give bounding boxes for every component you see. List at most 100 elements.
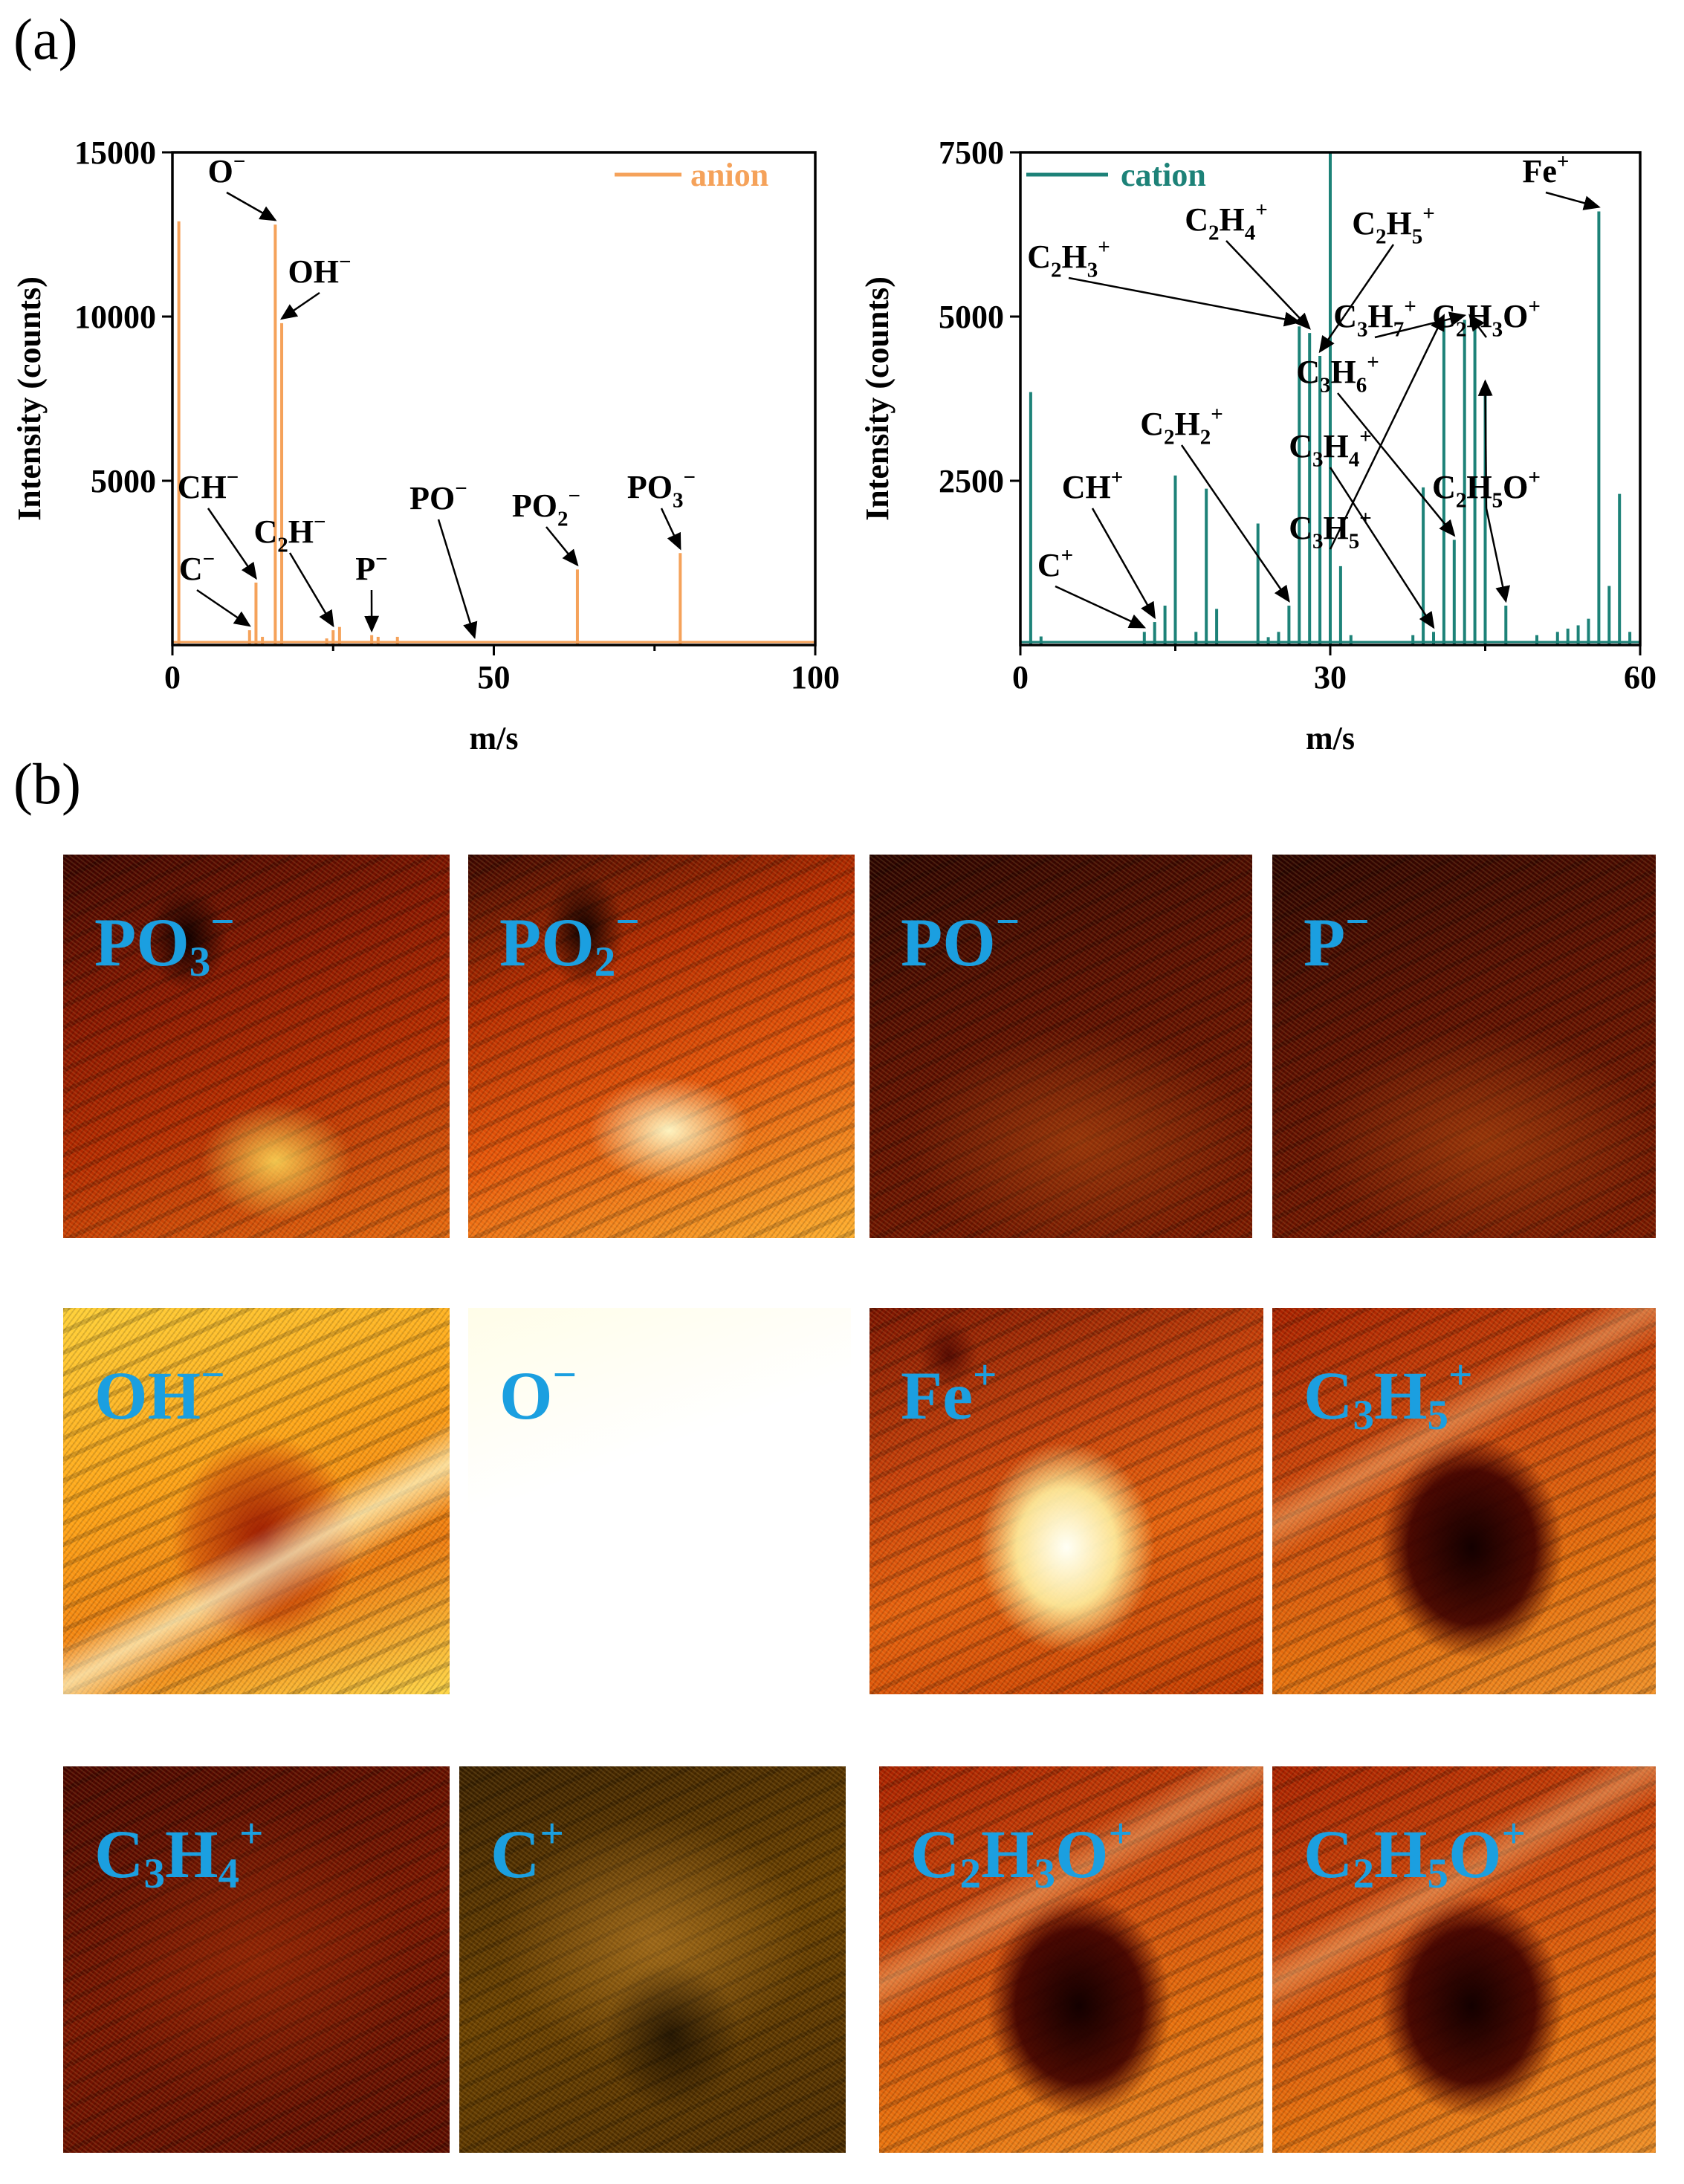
peak-annotation: C2H4+ <box>1185 198 1311 330</box>
annotation-arrow <box>1091 508 1156 620</box>
peak-annotation: CH− <box>178 466 257 580</box>
peak-annotation: C2H5+ <box>1318 202 1435 354</box>
x-tick-label: 0 <box>164 659 181 696</box>
spectra-charts: 0 50 100 5000 10000 15000 m/s Intensity (counts… <box>11 135 1657 756</box>
annotation-arrow <box>545 526 579 567</box>
panel-label-b: (b) <box>13 751 81 816</box>
y-axis-label: Intensity (counts) <box>11 276 48 521</box>
peak-annotation: O− <box>208 150 277 221</box>
svg-text:Fe+: Fe+ <box>1523 150 1570 189</box>
annotation-arrow <box>1329 467 1435 629</box>
ion-map-C3H5+: C3H5+ <box>1272 1308 1656 1694</box>
panel-label-a: (a) <box>13 7 78 71</box>
y-tick-label: 7500 <box>939 135 1004 171</box>
svg-text:PO−: PO− <box>409 477 467 516</box>
svg-text:C2H4+: C2H4+ <box>1185 198 1268 245</box>
peak-annotation: C2H− <box>253 511 334 628</box>
ion-map-label: PO3− <box>94 898 235 986</box>
svg-text:C2H3O+: C2H3O+ <box>1432 295 1541 342</box>
ion-map-label: C2H3O+ <box>910 1810 1133 1898</box>
annotation-arrow <box>288 552 334 628</box>
x-tick-label: 100 <box>791 659 840 696</box>
y-axis-label: Intensity (counts) <box>859 276 896 521</box>
ion-map-PO2-: PO2− <box>468 855 855 1238</box>
peak-annotation: OH− <box>279 250 352 320</box>
ion-map-C2H3O+: C2H3O+ <box>879 1766 1263 2153</box>
annotation-arrow <box>660 508 681 551</box>
legend-label: anion <box>690 157 768 193</box>
annotation-arrow <box>1055 585 1147 629</box>
annotation-arrow <box>1374 311 1467 339</box>
svg-text:O−: O− <box>208 150 246 189</box>
ion-map-Fe+: Fe+ <box>869 1308 1263 1694</box>
svg-text:C3H7+: C3H7+ <box>1333 295 1416 342</box>
y-tick-label: 10000 <box>74 299 156 335</box>
ion-map-label: C3H4+ <box>94 1810 264 1898</box>
svg-text:C2H−: C2H− <box>253 511 326 557</box>
peak-annotation: C3H6+ <box>1296 351 1456 537</box>
ion-map-label: C2H5O+ <box>1304 1810 1526 1898</box>
ion-map-label: O− <box>499 1352 577 1433</box>
svg-text:C3H5+: C3H5+ <box>1289 507 1372 554</box>
svg-text:CH−: CH− <box>178 466 239 505</box>
svg-text:PO3−: PO3− <box>627 466 696 513</box>
annotation-arrow <box>196 589 251 627</box>
svg-text:C2H2+: C2H2+ <box>1140 403 1223 450</box>
peak-annotation: C2H3+ <box>1027 236 1301 327</box>
peak-annotation: C3H5+ <box>1289 314 1445 554</box>
y-tick-label: 5000 <box>91 463 156 499</box>
svg-text:P−: P− <box>355 548 387 587</box>
peak-annotation: CH+ <box>1062 466 1156 620</box>
annotation-arrow <box>207 508 257 580</box>
ion-map-label: C+ <box>490 1810 564 1892</box>
annotation-arrow <box>226 191 277 221</box>
annotation-arrow <box>1180 444 1290 603</box>
x-tick-label: 50 <box>478 659 511 696</box>
peak-annotation: C2H5O+ <box>1432 379 1541 513</box>
peak-annotation: C2H5O+ <box>1432 466 1541 603</box>
svg-text:CH+: CH+ <box>1062 466 1124 505</box>
peak-annotation: C3H7+ <box>1333 295 1467 342</box>
ion-map-P-: P− <box>1272 855 1656 1238</box>
peak-annotation: C2H3O+ <box>1432 295 1541 342</box>
ion-map-label: PO2− <box>499 898 640 986</box>
x-tick-label: 60 <box>1624 659 1657 696</box>
y-tick-label: 5000 <box>939 299 1004 335</box>
peak-annotation: Fe+ <box>1523 150 1601 210</box>
peak-annotation: PO2− <box>512 485 580 567</box>
annotation-arrow <box>1337 392 1456 537</box>
annotation-arrow <box>1545 191 1601 210</box>
svg-text:C2H5O+: C2H5O+ <box>1432 466 1541 513</box>
legend-label: cation <box>1121 157 1206 193</box>
peak-annotation: PO− <box>409 477 478 639</box>
annotation-arrow <box>437 519 478 639</box>
annotation-arrow <box>279 291 320 320</box>
chart-0: 0 50 100 5000 10000 15000 m/s Intensity (counts… <box>11 135 840 756</box>
svg-text:C+: C+ <box>1037 544 1073 583</box>
ion-map-label: P− <box>1304 898 1370 980</box>
svg-text:C2H3+: C2H3+ <box>1027 236 1110 282</box>
axes-frame <box>171 151 817 647</box>
ion-map-OH-: OH− <box>63 1308 450 1694</box>
ion-map-label: Fe+ <box>901 1352 997 1433</box>
ion-map-C3H4+: C3H4+ <box>63 1766 450 2153</box>
svg-text:C3H6+: C3H6+ <box>1296 351 1379 398</box>
x-tick-label: 30 <box>1314 659 1347 696</box>
ion-map-C2H5O+: C2H5O+ <box>1272 1766 1656 2153</box>
chart-1: 0 30 60 2500 5000 7500 m/s Intensity (counts) ca… <box>859 135 1657 756</box>
svg-text:C−: C− <box>179 548 215 587</box>
annotation-arrow <box>1477 379 1493 509</box>
ion-map-C+: C+ <box>459 1766 846 2153</box>
svg-text:C3H4+: C3H4+ <box>1289 425 1372 472</box>
ion-map-label: OH− <box>94 1352 225 1433</box>
annotation-arrow <box>1068 276 1301 327</box>
x-axis-label: m/s <box>1306 720 1355 756</box>
y-tick-label: 15000 <box>74 135 156 171</box>
ion-map-label: PO− <box>901 898 1020 980</box>
annotation-arrow <box>1329 314 1445 550</box>
peak-annotation: C2H2+ <box>1140 403 1290 603</box>
peak-annotation: C3H4+ <box>1289 425 1435 629</box>
peak-annotation: PO3− <box>627 466 696 551</box>
y-tick-label: 2500 <box>939 463 1004 499</box>
svg-text:C2H5O+: C2H5O+ <box>1432 466 1541 513</box>
